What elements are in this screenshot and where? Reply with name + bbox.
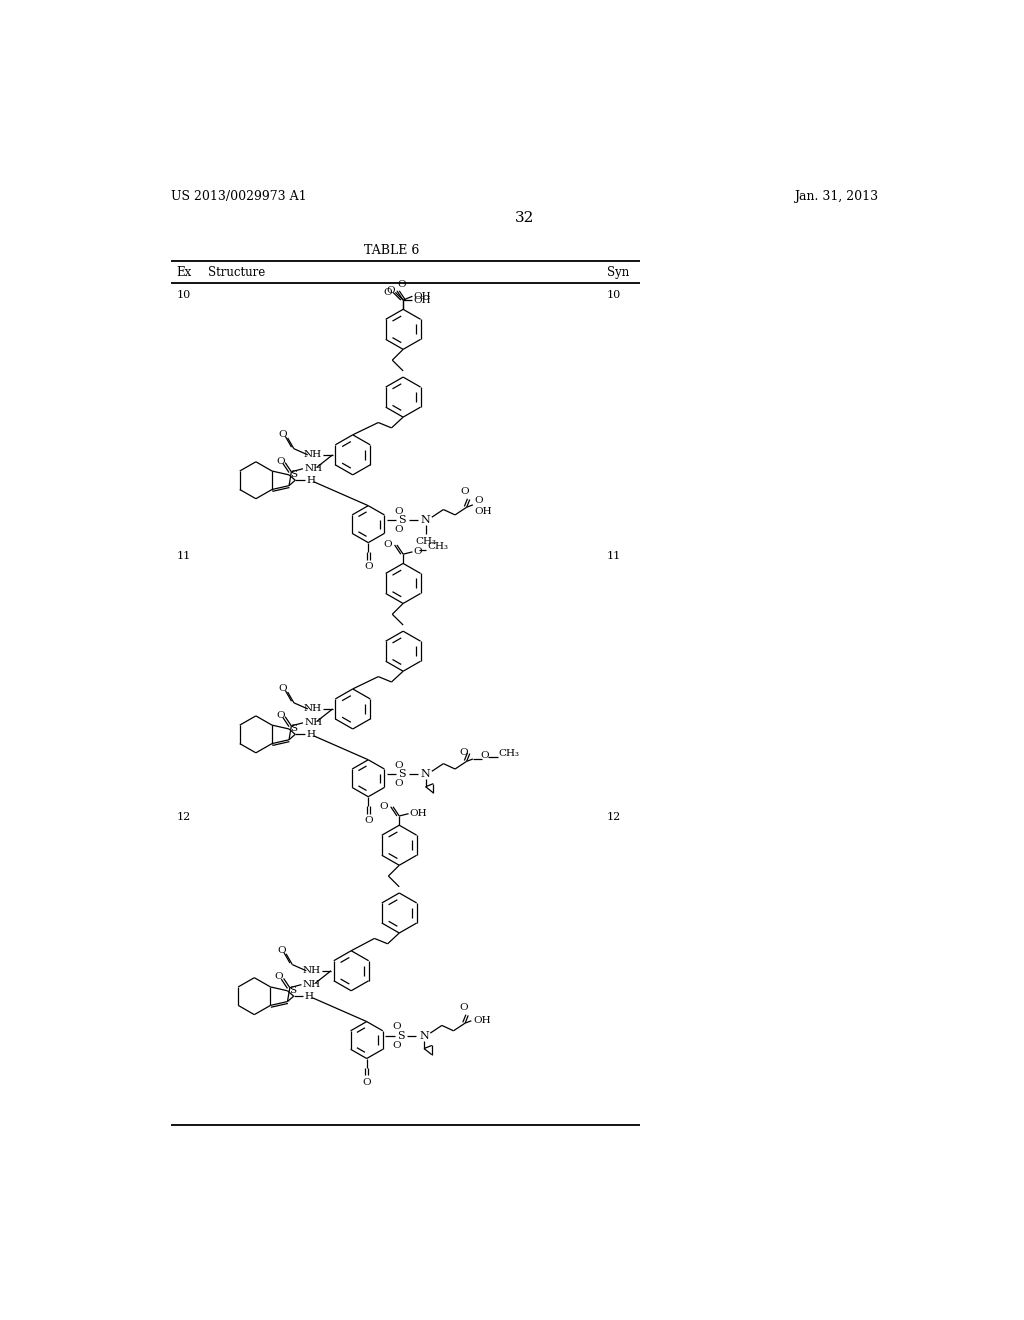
Text: O: O	[383, 288, 391, 297]
Text: S: S	[398, 515, 407, 525]
Text: S: S	[291, 470, 298, 479]
Text: O: O	[394, 779, 402, 788]
Text: O: O	[276, 457, 285, 466]
Text: O: O	[279, 430, 288, 440]
Text: 10: 10	[607, 290, 622, 301]
Text: NH: NH	[304, 718, 323, 727]
Text: Syn: Syn	[607, 265, 629, 279]
Text: Structure: Structure	[208, 265, 265, 279]
Text: O: O	[392, 1041, 401, 1049]
Text: 10: 10	[177, 290, 191, 301]
Text: S: S	[291, 725, 298, 734]
Text: O: O	[461, 487, 469, 496]
Text: S: S	[289, 986, 296, 995]
Text: 12: 12	[177, 812, 191, 822]
Text: CH₃: CH₃	[415, 537, 436, 546]
Text: O: O	[364, 562, 373, 570]
Text: O: O	[397, 280, 406, 289]
Text: 12: 12	[607, 812, 622, 822]
Text: O: O	[380, 803, 388, 812]
Text: OH: OH	[414, 296, 431, 305]
Text: NH: NH	[304, 465, 323, 473]
Text: Ex: Ex	[177, 265, 193, 279]
Text: O: O	[480, 751, 489, 759]
Text: Jan. 31, 2013: Jan. 31, 2013	[795, 190, 879, 203]
Text: N: N	[419, 1031, 429, 1041]
Text: N: N	[421, 515, 430, 525]
Text: 11: 11	[607, 550, 622, 561]
Text: 32: 32	[515, 211, 535, 226]
Text: NH: NH	[304, 705, 322, 713]
Text: CH₃: CH₃	[499, 750, 519, 758]
Text: H: H	[304, 991, 313, 1001]
Text: O: O	[394, 525, 402, 535]
Text: US 2013/0029973 A1: US 2013/0029973 A1	[171, 190, 306, 203]
Text: O: O	[474, 496, 483, 506]
Text: O: O	[279, 685, 288, 693]
Text: O: O	[274, 973, 284, 981]
Text: NH: NH	[303, 981, 322, 989]
Text: 11: 11	[177, 550, 191, 561]
Text: O: O	[459, 1003, 468, 1012]
Text: N: N	[421, 770, 430, 779]
Text: O: O	[364, 816, 373, 825]
Text: NH: NH	[302, 966, 321, 975]
Text: O: O	[278, 946, 286, 956]
Text: OH: OH	[414, 292, 431, 301]
Text: O: O	[459, 747, 468, 756]
Text: O: O	[387, 286, 395, 296]
Text: O: O	[384, 540, 392, 549]
Text: S: S	[398, 770, 407, 779]
Text: O: O	[362, 1077, 371, 1086]
Text: O: O	[392, 1023, 401, 1031]
Text: O: O	[414, 548, 422, 556]
Text: S: S	[397, 1031, 404, 1041]
Text: CH₃: CH₃	[427, 543, 449, 550]
Text: NH: NH	[304, 450, 322, 459]
Text: O: O	[394, 507, 402, 516]
Text: TABLE 6: TABLE 6	[365, 244, 420, 257]
Text: OH: OH	[473, 1016, 490, 1026]
Text: OH: OH	[410, 809, 427, 818]
Text: O: O	[276, 710, 285, 719]
Text: H: H	[306, 475, 315, 484]
Text: OH: OH	[474, 507, 493, 516]
Text: O: O	[394, 760, 402, 770]
Text: H: H	[306, 730, 315, 739]
